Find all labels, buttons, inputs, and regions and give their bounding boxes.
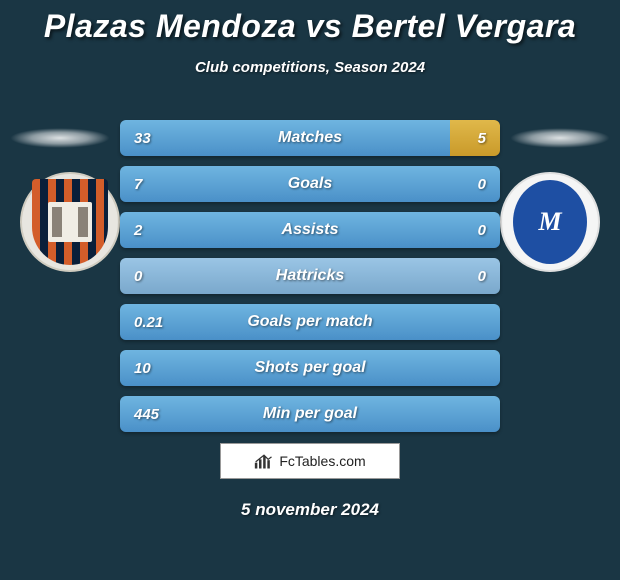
chart-icon [254, 452, 274, 470]
stat-value-left: 33 [134, 130, 151, 147]
stat-value-left: 0 [134, 268, 142, 285]
stat-value-left: 2 [134, 222, 142, 239]
crest-right-letter: M [538, 207, 561, 237]
bar-right [450, 120, 500, 156]
stat-label: Matches [278, 129, 342, 147]
stat-value-right: 0 [478, 176, 486, 193]
stat-value-right: 0 [478, 222, 486, 239]
stat-value-left: 7 [134, 176, 142, 193]
stat-row: 0.21 Goals per match [120, 304, 500, 340]
team-crest-left [20, 172, 120, 272]
shadow-right [510, 128, 610, 148]
team-crest-right: M [500, 172, 600, 272]
header: Plazas Mendoza vs Bertel Vergara Club co… [0, 0, 620, 76]
page-title: Plazas Mendoza vs Bertel Vergara [0, 8, 620, 45]
crest-left-shield [32, 179, 108, 265]
stat-label: Min per goal [263, 405, 357, 423]
badge-text: FcTables.com [279, 453, 365, 469]
stat-label: Goals [288, 175, 332, 193]
stat-value-right: 5 [478, 130, 486, 147]
stat-row: 0 Hattricks 0 [120, 258, 500, 294]
stat-value-right: 0 [478, 268, 486, 285]
crest-left-castle [48, 202, 92, 242]
stat-value-left: 0.21 [134, 314, 163, 331]
stat-row: 2 Assists 0 [120, 212, 500, 248]
stat-value-left: 10 [134, 360, 151, 377]
subtitle: Club competitions, Season 2024 [0, 59, 620, 76]
stat-row: 33 Matches 5 [120, 120, 500, 156]
stat-label: Goals per match [247, 313, 372, 331]
stat-row: 7 Goals 0 [120, 166, 500, 202]
stat-label: Hattricks [276, 267, 344, 285]
stat-row: 445 Min per goal [120, 396, 500, 432]
stat-value-left: 445 [134, 406, 159, 423]
shadow-left [10, 128, 110, 148]
stats-container: 33 Matches 5 7 Goals 0 2 Assists 0 0 Hattricks 0 0.2… [120, 120, 500, 442]
crest-right-shield: M [513, 180, 587, 264]
stat-row: 10 Shots per goal [120, 350, 500, 386]
date-text: 5 november 2024 [241, 500, 379, 520]
footer-badge[interactable]: FcTables.com [220, 443, 400, 479]
stat-label: Shots per goal [254, 359, 365, 377]
stat-label: Assists [282, 221, 339, 239]
